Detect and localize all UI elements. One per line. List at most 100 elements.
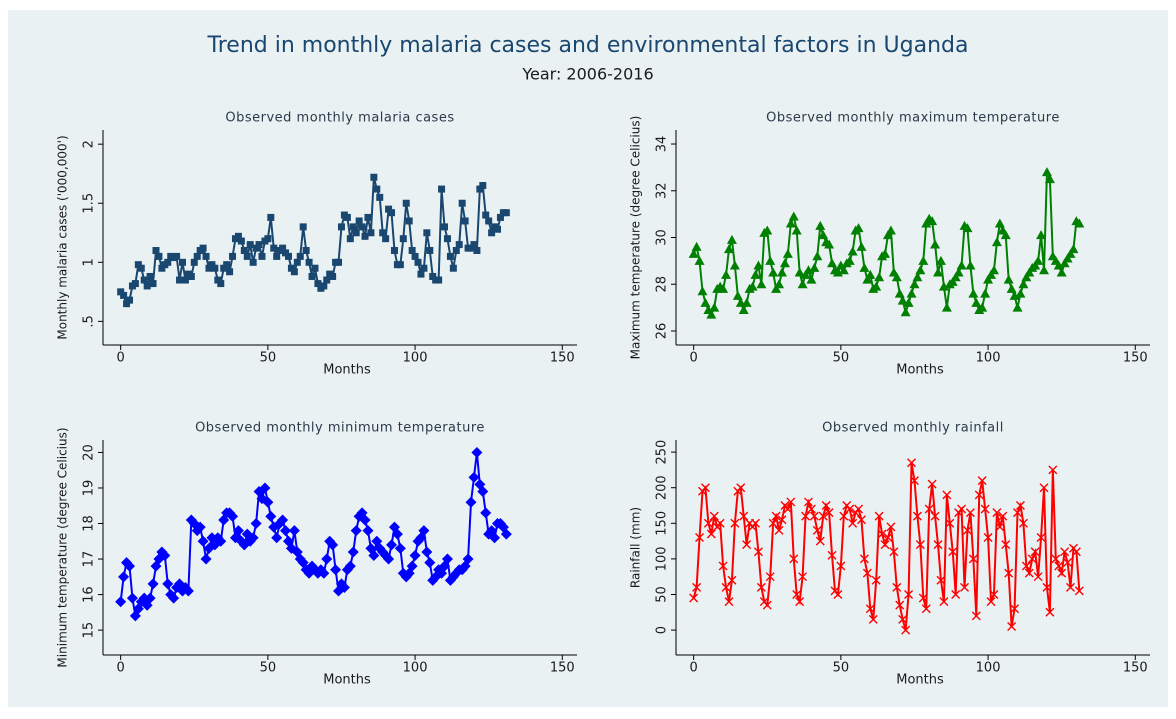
- marker: [692, 582, 702, 592]
- marker: [406, 560, 418, 572]
- marker: [1054, 561, 1064, 571]
- marker: [417, 270, 425, 278]
- marker: [155, 252, 163, 260]
- marker: [688, 248, 699, 258]
- marker: [408, 246, 416, 254]
- marker: [774, 279, 785, 289]
- marker: [402, 199, 410, 207]
- marker: [277, 514, 289, 526]
- marker: [853, 223, 864, 233]
- marker: [424, 557, 436, 569]
- y-tick-label: 15: [82, 622, 97, 639]
- marker: [730, 518, 740, 528]
- marker: [338, 581, 350, 593]
- marker: [1060, 547, 1070, 557]
- marker: [765, 572, 775, 582]
- marker: [1065, 248, 1076, 258]
- marker: [1018, 279, 1029, 289]
- marker: [1000, 230, 1011, 240]
- marker: [953, 267, 964, 277]
- marker: [399, 235, 407, 243]
- x-tick-label: 0: [690, 661, 698, 676]
- marker: [187, 272, 195, 280]
- marker: [1021, 272, 1032, 282]
- marker: [771, 511, 781, 521]
- marker: [379, 229, 387, 237]
- marker: [965, 260, 976, 270]
- marker: [214, 276, 222, 284]
- marker: [1048, 465, 1058, 475]
- marker: [933, 267, 944, 277]
- x-tick-label: 50: [260, 661, 277, 676]
- marker: [877, 529, 887, 539]
- marker: [762, 225, 773, 235]
- marker: [809, 262, 820, 272]
- marker: [420, 264, 428, 272]
- marker: [137, 264, 145, 272]
- marker: [812, 525, 822, 535]
- marker: [844, 255, 855, 265]
- marker: [485, 217, 493, 225]
- marker: [146, 272, 154, 280]
- marker: [750, 269, 761, 279]
- x-tick-label: 0: [690, 351, 698, 366]
- marker: [423, 229, 431, 237]
- marker: [695, 533, 705, 543]
- y-tick-label: 17: [82, 551, 97, 568]
- marker: [994, 218, 1005, 228]
- marker: [782, 248, 793, 258]
- marker: [284, 252, 292, 260]
- y-tick-label: 16: [82, 586, 97, 603]
- marker: [489, 532, 501, 544]
- y-tick-label: 19: [82, 480, 97, 497]
- marker: [205, 264, 213, 272]
- marker: [806, 274, 817, 284]
- marker: [838, 265, 849, 275]
- marker: [131, 280, 139, 288]
- x-tick-label: 100: [976, 661, 1001, 676]
- marker: [768, 267, 779, 277]
- marker: [1006, 283, 1017, 293]
- marker: [162, 578, 174, 590]
- marker: [1036, 533, 1046, 543]
- marker: [273, 252, 281, 260]
- marker: [220, 264, 228, 272]
- marker: [318, 567, 330, 579]
- marker: [296, 252, 304, 260]
- marker: [409, 549, 421, 561]
- y-tick-label: 28: [655, 276, 670, 293]
- series-line: [692, 462, 1081, 631]
- marker: [989, 589, 999, 599]
- marker: [697, 286, 708, 296]
- marker: [756, 279, 767, 289]
- marker: [500, 528, 512, 540]
- marker: [765, 255, 776, 265]
- marker: [803, 265, 814, 275]
- marker: [327, 539, 339, 551]
- marker: [368, 549, 380, 561]
- marker: [694, 255, 705, 265]
- marker: [471, 446, 483, 458]
- marker: [977, 476, 987, 486]
- marker: [980, 504, 990, 514]
- marker: [918, 255, 929, 265]
- marker: [182, 585, 194, 597]
- marker: [390, 246, 398, 254]
- marker: [792, 589, 802, 599]
- marker: [227, 510, 239, 522]
- marker: [305, 258, 313, 266]
- marker: [942, 490, 952, 500]
- marker: [391, 528, 403, 540]
- x-axis-label: Months: [896, 673, 944, 688]
- marker: [709, 511, 719, 521]
- marker: [832, 267, 843, 277]
- marker: [158, 264, 166, 272]
- marker: [945, 518, 955, 528]
- marker: [259, 482, 271, 494]
- marker: [482, 211, 490, 219]
- marker: [502, 209, 510, 217]
- figure-subtitle: Year: 2006-2016: [521, 65, 653, 84]
- panel-title: Observed monthly minimum temperature: [195, 421, 485, 436]
- marker: [1004, 568, 1014, 578]
